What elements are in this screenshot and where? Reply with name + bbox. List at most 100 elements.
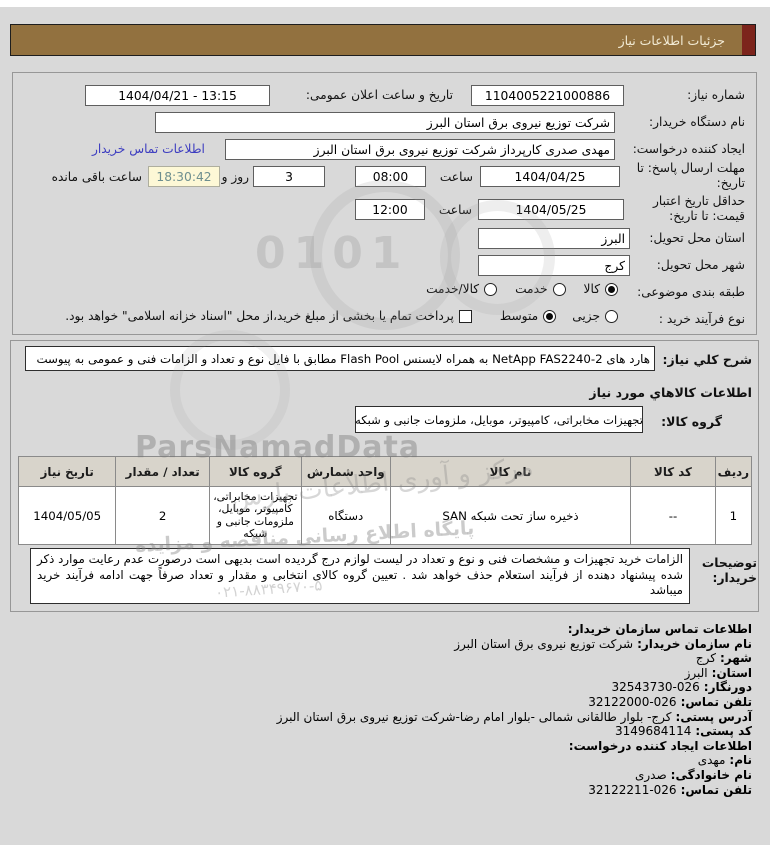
contact-line: استان:البرز — [18, 666, 752, 681]
need-number-label: شماره نیاز: — [687, 88, 745, 102]
announce-datetime-field[interactable]: 1404/04/21 - 13:15 — [85, 85, 270, 106]
creator-section-title: اطلاعات ایجاد کننده درخواست: — [568, 738, 752, 753]
request-creator-field[interactable]: مهدی صدری کارپرداز شرکت توزیع نیروی برق … — [225, 139, 615, 160]
contact-line: نام خانوادگی:صدری — [18, 768, 752, 783]
col-unit: واحد شمارش — [300, 456, 391, 487]
cell-item-code: -- — [630, 486, 716, 545]
treasury-checkbox[interactable] — [458, 309, 472, 323]
last-name-value: صدری — [634, 767, 667, 782]
deadline-hour-label: ساعت — [439, 170, 473, 184]
cell-row-number: 1 — [714, 486, 753, 545]
radio-minor-icon[interactable] — [605, 309, 618, 323]
radio-option-service[interactable]: خدمت — [515, 282, 566, 296]
radio-goods-label: کالا — [583, 282, 600, 296]
cell-item-name: ذخیره ساز تحت شبکه SAN — [389, 486, 632, 545]
treasury-checkbox-option[interactable]: پرداخت تمام یا بخشی از مبلغ خرید،از محل … — [65, 309, 472, 323]
remaining-hours-label: ساعت باقی مانده — [51, 170, 142, 184]
deadline-time-field[interactable]: 08:00 — [355, 166, 426, 187]
item-group-label: گروه کالا: — [661, 414, 722, 429]
cell-item-group: تجهیزات مخابراتی، کامپیوتر، موبایل، ملزو… — [208, 486, 302, 545]
col-quantity: تعداد / مقدار — [115, 456, 210, 487]
contact-line: تلفن تماس:32122000-026 — [18, 695, 752, 710]
subject-category-label: طبقه بندی موضوعی: — [637, 285, 745, 299]
table-row: 1 -- ذخیره ساز تحت شبکه SAN دستگاه تجهیز… — [17, 486, 753, 545]
need-number-field[interactable]: 1104005221000886 — [471, 85, 624, 106]
contact-line: نام سازمان خریدار:شرکت توزیع نیروی برق ا… — [18, 637, 752, 652]
treasury-checkbox-label: پرداخت تمام یا بخشی از مبلغ خرید،از محل … — [65, 309, 454, 323]
days-remaining-field[interactable]: 3 — [253, 166, 325, 187]
cell-unit: دستگاه — [300, 486, 391, 545]
deadline-date-field[interactable]: 1404/04/25 — [480, 166, 620, 187]
purchase-process-radios: جزیی متوسط پرداخت تمام یا بخشی از مبلغ خ… — [65, 309, 618, 323]
postal-code-value: 3149684114 — [614, 724, 692, 739]
radio-option-goods-service[interactable]: کالا/خدمت — [426, 282, 498, 296]
city-label: شهر: — [720, 651, 752, 666]
phone-value: 32122000-026 — [588, 694, 677, 709]
org-name-value: شرکت توزیع نیروی برق استان البرز — [454, 636, 634, 651]
org-name-label: نام سازمان خریدار: — [637, 636, 752, 651]
contact-line: تلفن تماس:32122211-026 — [18, 783, 752, 798]
page-title-bar: جزئیات اطلاعات نیاز — [10, 24, 756, 56]
items-section-title: اطلاعات کالاهاي مورد نیاز — [589, 385, 752, 400]
radio-option-goods[interactable]: کالا — [584, 282, 618, 296]
days-word-label: روز و — [221, 170, 249, 184]
purchase-process-label: نوع فرآیند خرید : — [658, 312, 745, 326]
phone-label: تلفن تماس: — [680, 694, 752, 709]
radio-goods-service-icon[interactable] — [484, 282, 498, 296]
buyer-contact-link[interactable]: اطلاعات تماس خریدار — [92, 142, 205, 156]
items-table-header-row: ردیف کد کالا نام کالا واحد شمارش گروه کا… — [17, 456, 753, 487]
validity-time-field[interactable]: 12:00 — [355, 199, 425, 220]
first-name-value: مهدی — [697, 753, 726, 768]
col-item-code: کد کالا — [630, 456, 716, 487]
general-info-groupbox — [12, 72, 757, 335]
creator-phone-label: تلفن تماس: — [680, 782, 752, 797]
col-item-group: گروه کالا — [208, 456, 302, 487]
city-value: کرج — [695, 651, 716, 666]
radio-option-medium[interactable]: متوسط — [499, 309, 557, 323]
time-remaining-field: 18:30:42 — [148, 166, 220, 187]
contact-section-title: اطلاعات تماس سازمان خریدار: — [567, 622, 752, 636]
radio-medium-label: متوسط — [499, 309, 539, 323]
radio-service-label: خدمت — [515, 282, 548, 296]
price-validity-label: حداقل تاریخ اعتبار قیمت: تا تاریخ: — [653, 194, 745, 223]
contact-line: نام:مهدی — [18, 753, 752, 768]
buyer-org-label: نام دستگاه خریدار: — [649, 115, 745, 129]
province-value: البرز — [684, 665, 708, 680]
subject-category-radios: کالا خدمت کالا/خدمت — [426, 282, 618, 296]
fax-value: 32543730-026 — [611, 680, 700, 695]
fax-label: دورنگار: — [703, 680, 752, 695]
radio-goods-service-label: کالا/خدمت — [426, 282, 480, 296]
radio-goods-icon[interactable] — [605, 282, 618, 296]
last-name-label: نام خانوادگی: — [670, 767, 752, 782]
buyer-notes-label: توضیحات خریدار: — [701, 556, 757, 585]
col-row-number: ردیف — [714, 456, 753, 487]
postal-address-value: کرج- بلوار طالقانی شمالی -بلوار امام رضا… — [276, 709, 672, 724]
postal-address-label: آدرس پستی: — [675, 709, 752, 724]
radio-option-minor[interactable]: جزیی — [572, 309, 618, 323]
response-deadline-label: مهلت ارسال پاسخ: تا تاریخ: — [636, 161, 745, 190]
delivery-city-field[interactable]: کرج — [478, 255, 630, 276]
delivery-province-label: استان محل تحویل: — [649, 231, 745, 245]
radio-medium-icon[interactable] — [543, 309, 557, 323]
radio-service-icon[interactable] — [552, 282, 566, 296]
first-name-label: نام: — [729, 753, 752, 768]
contact-line: شهر: کرج — [18, 651, 752, 666]
need-desc-label: شرح کلي نیاز: — [662, 352, 752, 367]
buyer-notes-field[interactable]: الزامات خرید تجهیزات و مشخصات فنی و نوع … — [30, 548, 690, 604]
buyer-org-field[interactable]: شرکت توزیع نیروی برق استان البرز — [155, 112, 615, 133]
cell-quantity: 2 — [115, 486, 210, 545]
col-need-date: تاریخ نیاز — [17, 456, 117, 487]
item-group-field[interactable]: تجهیزات مخابراتی، کامپیوتر، موبایل، ملزو… — [355, 406, 643, 433]
validity-date-field[interactable]: 1404/05/25 — [478, 199, 624, 220]
province-label: استان: — [711, 665, 752, 680]
radio-minor-label: جزیی — [572, 309, 600, 323]
delivery-province-field[interactable]: البرز — [478, 228, 630, 249]
validity-hour-label: ساعت — [438, 203, 472, 217]
contact-line: دورنگار:32543730-026 — [18, 680, 752, 695]
title-bar-accent — [742, 25, 755, 55]
delivery-city-label: شهر محل تحویل: — [656, 258, 745, 272]
buyer-contact-block: اطلاعات تماس سازمان خریدار: نام سازمان خ… — [18, 622, 752, 797]
contact-line: کد پستی:3149684114 — [18, 724, 752, 739]
need-desc-field[interactable]: هارد های NetApp FAS2240-2 به همراه لایسن… — [25, 346, 655, 371]
